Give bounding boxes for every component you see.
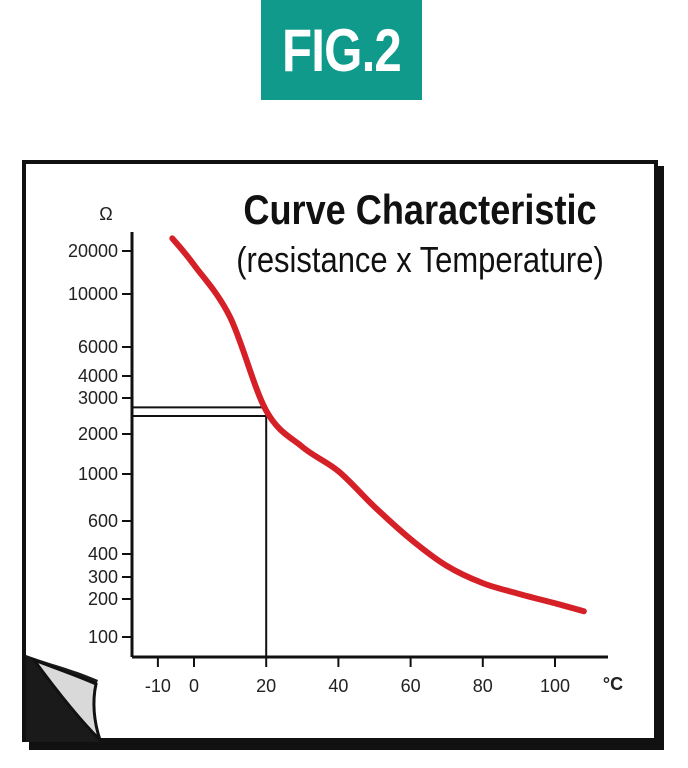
x-ticks: -10 0 20 40 60 80 100 — [145, 657, 570, 696]
x-tick-label: 60 — [401, 676, 421, 696]
y-tick-label: 4000 — [78, 366, 118, 386]
y-tick-label: 400 — [88, 544, 118, 564]
x-tick-label: 40 — [328, 676, 348, 696]
chart-title: Curve Characteristic — [243, 188, 596, 234]
x-tick-label: -10 — [145, 676, 171, 696]
y-tick-label: 6000 — [78, 337, 118, 357]
y-tick-label: 600 — [88, 511, 118, 531]
x-tick-label: 80 — [473, 676, 493, 696]
page-curl — [29, 656, 102, 742]
y-tick-label: 10000 — [68, 284, 118, 304]
x-tick-label: 0 — [189, 676, 199, 696]
reference-lines — [132, 406, 268, 657]
y-tick-label: 100 — [88, 627, 118, 647]
y-tick-label: 200 — [88, 589, 118, 609]
chart-subtitle: (resistance x Temperature) — [236, 241, 604, 281]
y-tick-label: 3000 — [78, 388, 118, 408]
y-tick-label: 2000 — [78, 424, 118, 444]
figure-label: FIG.2 — [282, 16, 402, 84]
x-axis-label: °C — [603, 674, 623, 694]
chart-panel — [22, 160, 658, 742]
y-tick-label: 300 — [88, 567, 118, 587]
x-tick-label: 20 — [256, 676, 276, 696]
y-tick-label: 1000 — [78, 464, 118, 484]
series-curve — [169, 235, 587, 615]
y-axis-label: Ω — [99, 204, 112, 224]
x-tick-label: 100 — [540, 676, 570, 696]
figure-badge: FIG.2 — [261, 0, 422, 100]
y-tick-label: 20000 — [68, 241, 118, 261]
